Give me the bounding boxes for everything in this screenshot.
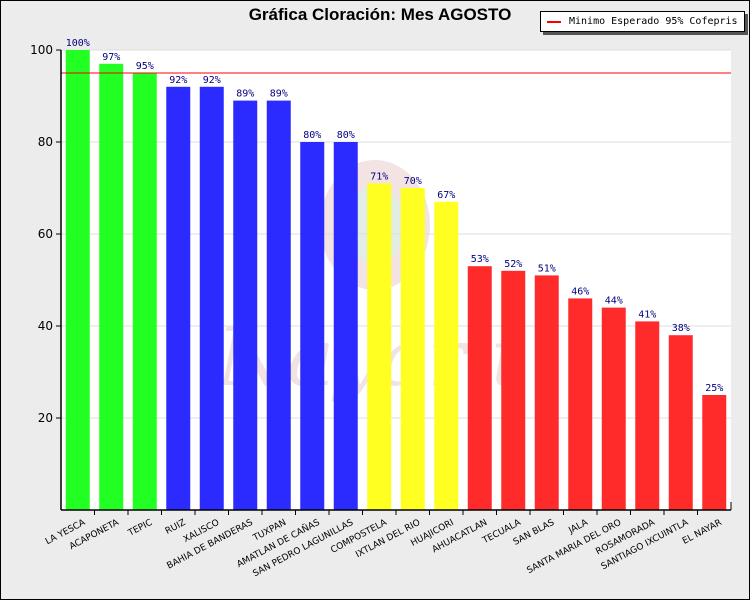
bar-value-label: 44% (605, 296, 623, 307)
bar-value-label: 67% (437, 190, 455, 201)
bar-value-label: 53% (471, 254, 489, 265)
legend-swatch-red-line (547, 20, 561, 23)
y-tick-label: 20 (38, 411, 53, 425)
bar-9 (367, 183, 392, 510)
bar-14 (534, 275, 559, 510)
chart-title: Gráfica Cloración: Mes AGOSTO (248, 5, 512, 24)
bar-17 (635, 321, 660, 510)
bar-11 (434, 201, 459, 511)
bar-19 (702, 395, 727, 510)
y-tick-label: 100 (30, 43, 53, 57)
bar-value-label: 25% (705, 383, 723, 394)
bar-8 (333, 142, 358, 510)
bar-7 (300, 142, 325, 510)
bar-value-label: 41% (638, 309, 656, 320)
bar-13 (501, 270, 526, 510)
bar-2 (132, 73, 157, 510)
bar-6 (266, 100, 291, 510)
bar-4 (199, 86, 224, 511)
bar-value-label: 46% (571, 286, 589, 297)
bar-value-label: 80% (303, 130, 321, 141)
bar-value-label: 89% (236, 89, 254, 100)
bar-18 (668, 335, 693, 510)
bar-value-label: 89% (270, 89, 288, 100)
bar-value-label: 52% (504, 259, 522, 270)
bar-value-label: 70% (404, 176, 422, 187)
bar-1 (99, 63, 124, 511)
y-tick-label: 60 (38, 227, 53, 241)
bar-5 (233, 100, 258, 510)
bar-value-label: 38% (672, 323, 690, 334)
bar-value-label: 71% (370, 171, 388, 182)
bar-16 (601, 307, 626, 510)
x-tick-label: TEPIC (126, 518, 154, 539)
bar-value-label: 51% (538, 263, 556, 274)
y-tick-label: 40 (38, 319, 53, 333)
bar-12 (467, 266, 492, 510)
bar-value-label: 95% (136, 61, 154, 72)
bar-value-label: 97% (102, 52, 120, 63)
bar-value-label: 80% (337, 130, 355, 141)
legend-label: Minimo Esperado 95% Cofepris (569, 16, 738, 27)
bar-value-label: 92% (169, 75, 187, 86)
bar-10 (400, 188, 425, 510)
bar-3 (166, 86, 191, 511)
y-tick-label: 80 (38, 135, 53, 149)
bar-15 (568, 298, 593, 510)
legend: Minimo Esperado 95% Cofepris (540, 11, 745, 32)
bar-value-label: 92% (203, 75, 221, 86)
bar-0 (65, 50, 90, 510)
bar-value-label: 100% (66, 38, 90, 49)
